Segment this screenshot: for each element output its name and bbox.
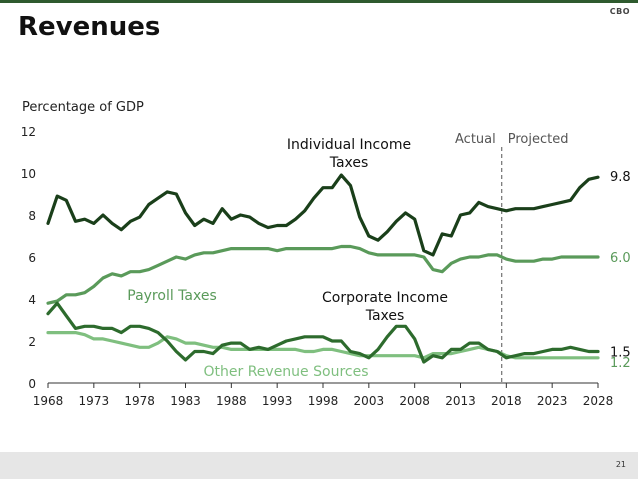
top-rule — [0, 0, 638, 3]
x-tick-label: 1993 — [262, 394, 293, 408]
x-tick-label: 2023 — [537, 394, 568, 408]
x-tick-label: 1973 — [79, 394, 110, 408]
y-tick-label: 12 — [21, 125, 36, 139]
revenue-chart: Percentage of GDP 0 2 4 6 8 10 12 1968 1973 1978… — [21, 100, 631, 408]
projected-label: Projected — [508, 132, 569, 147]
x-tick-label: 2003 — [354, 394, 385, 408]
corporate-income-label-line: Corporate Income — [322, 290, 448, 306]
x-ticks: 1968 1973 1978 1983 1988 1993 1998 2003 2008 2013… — [33, 383, 614, 408]
end-labels: 9.8 6.0 1.51.2 — [610, 170, 631, 371]
corporate-income-label-line: Taxes — [365, 308, 405, 324]
series-labels: Individual Income Taxes Payroll Taxes Corpo… — [127, 137, 448, 380]
x-tick-label: 2018 — [491, 394, 522, 408]
other-revenue-label-line: Other Revenue Sources — [204, 364, 369, 380]
series-lines — [46, 173, 600, 364]
footer-bar: 21 — [0, 452, 638, 479]
actual-label: Actual — [455, 132, 496, 147]
individual-income-label-line: Individual Income — [287, 137, 411, 153]
corporate-income-end-value: 1.5 — [610, 346, 631, 361]
other-revenue-end-value: 1.2 — [610, 356, 631, 371]
x-tick-label: 2013 — [445, 394, 476, 408]
x-tick-label: 2008 — [399, 394, 430, 408]
y-ticks: 0 2 4 6 8 10 12 — [21, 125, 36, 391]
x-tick-label: 1968 — [33, 394, 64, 408]
cbo-logo: CBO — [609, 7, 630, 16]
payroll-taxes-end-value: 6.0 — [610, 251, 631, 266]
y-axis-label: Percentage of GDP — [22, 100, 144, 115]
x-tick-label: 1983 — [170, 394, 201, 408]
individual-income-line — [46, 173, 600, 257]
x-tick-label: 1988 — [216, 394, 247, 408]
individual-income-end-value: 9.8 — [610, 170, 631, 185]
x-tick-label: 1978 — [124, 394, 155, 408]
x-tick-label: 1998 — [308, 394, 339, 408]
payroll-taxes-label-line: Payroll Taxes — [127, 288, 217, 304]
individual-income-label-line: Taxes — [329, 155, 369, 171]
slide-title: Revenues — [18, 12, 161, 42]
y-tick-label: 0 — [28, 377, 36, 391]
payroll-taxes-line — [46, 244, 600, 305]
y-tick-label: 10 — [21, 167, 36, 181]
y-tick-label: 6 — [28, 251, 36, 265]
y-tick-label: 8 — [28, 209, 36, 223]
x-tick-label: 2028 — [583, 394, 614, 408]
other-revenue-line — [46, 331, 600, 360]
page-number: 21 — [615, 460, 626, 469]
y-tick-label: 4 — [28, 293, 36, 307]
y-tick-label: 2 — [28, 335, 36, 349]
corporate-income-line — [46, 301, 600, 364]
